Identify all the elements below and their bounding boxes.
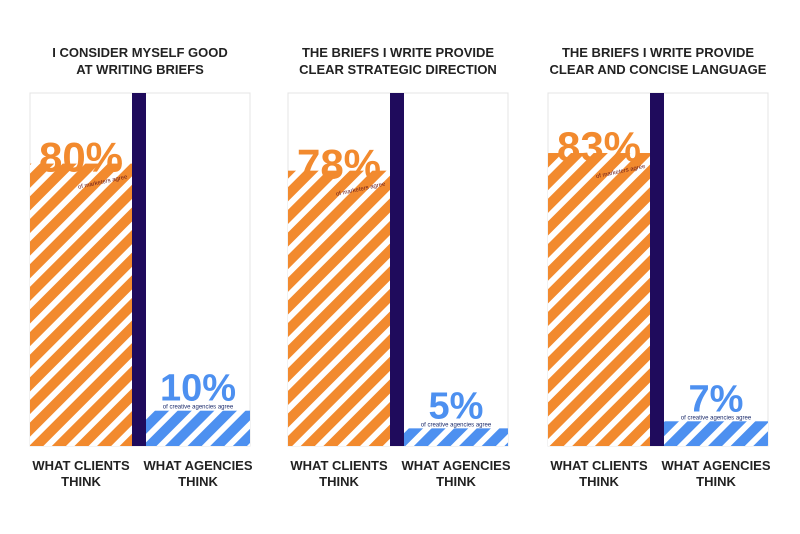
- bar: [146, 410, 250, 446]
- bar: [288, 170, 390, 446]
- panel-title: AT WRITING BRIEFS: [76, 62, 204, 77]
- bar: [404, 428, 508, 446]
- category-label: WHAT CLIENTS: [32, 458, 130, 473]
- value-label: 10%: [160, 368, 236, 410]
- value-label: 80%: [39, 134, 123, 181]
- category-label: THINK: [178, 474, 218, 489]
- panel-title: CLEAR STRATEGIC DIRECTION: [299, 62, 497, 77]
- panel-title: CLEAR AND CONCISE LANGUAGE: [550, 62, 767, 77]
- category-label: WHAT CLIENTS: [550, 458, 648, 473]
- divider: [650, 93, 664, 446]
- category-label: THINK: [436, 474, 476, 489]
- panel-title: THE BRIEFS I WRITE PROVIDE: [562, 45, 754, 60]
- bar: [548, 153, 650, 446]
- bar: [664, 421, 768, 446]
- annotation: of creative agencies agree: [681, 415, 752, 421]
- value-label: 7%: [689, 378, 744, 420]
- category-label: WHAT AGENCIES: [401, 458, 510, 473]
- category-label: WHAT CLIENTS: [290, 458, 388, 473]
- category-label: WHAT AGENCIES: [661, 458, 770, 473]
- divider: [132, 93, 146, 446]
- annotation: of creative agencies agree: [421, 422, 492, 428]
- panel-title: THE BRIEFS I WRITE PROVIDE: [302, 45, 494, 60]
- bar: [30, 163, 132, 446]
- value-label: 78%: [297, 141, 381, 188]
- category-label: WHAT AGENCIES: [143, 458, 252, 473]
- divider: [390, 93, 404, 446]
- category-label: THINK: [319, 474, 359, 489]
- category-label: THINK: [61, 474, 101, 489]
- category-label: THINK: [579, 474, 619, 489]
- category-label: THINK: [696, 474, 736, 489]
- panel-title: I CONSIDER MYSELF GOOD: [52, 45, 228, 60]
- value-label: 83%: [557, 123, 641, 170]
- value-label: 5%: [429, 385, 484, 427]
- annotation: of creative agencies agree: [163, 405, 234, 411]
